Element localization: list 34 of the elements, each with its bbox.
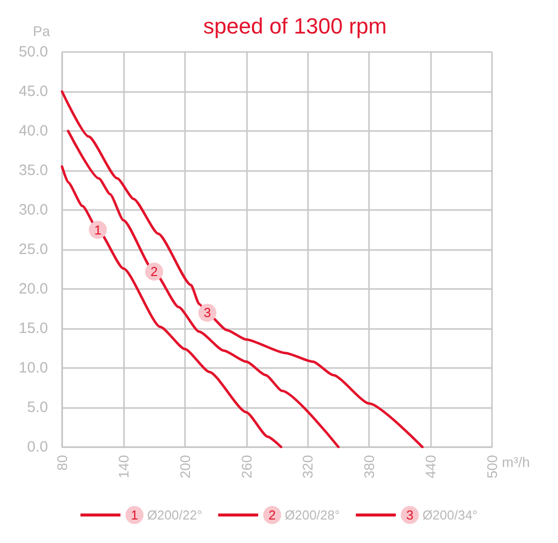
y-axis-title: Pa [32, 23, 50, 39]
line-series [60, 165, 282, 448]
y-tick-label: 45.0 [18, 83, 48, 100]
y-tick-label: 0.0 [27, 438, 48, 456]
y-tick-label: 10.0 [18, 360, 48, 376]
y-tick-label: 25.0 [18, 241, 48, 258]
legend-label: Ø200/28° [281, 508, 340, 522]
x-tick-label: 500 [484, 454, 500, 478]
text: 3 [406, 508, 414, 522]
legend-label: Ø200/22° [143, 508, 202, 522]
x-tick-label: 140 [115, 454, 132, 478]
annotation: 1 [94, 222, 102, 238]
annotation: 3 [204, 305, 211, 320]
y-tick-label: 35.0 [18, 162, 48, 179]
text: 2 [268, 508, 276, 522]
x-tick-label: 380 [361, 454, 378, 478]
x-tick-label: 440 [422, 454, 439, 478]
line-series [66, 130, 340, 448]
y-tick-label: 40.0 [18, 122, 48, 140]
chart-title: speed of 1300 rpm [203, 14, 387, 38]
y-tick-label: 30.0 [18, 202, 48, 218]
legend-label: Ø200/34° [418, 508, 478, 522]
x-axis-title: m³/h [502, 454, 530, 470]
x-tick-label: 260 [238, 454, 254, 478]
y-tick-label: 50.0 [18, 44, 48, 60]
x-tick-label: 320 [300, 454, 316, 478]
y-tick-label: 15.0 [18, 320, 48, 337]
text: 1 [130, 508, 138, 522]
x-tick-label: 200 [176, 454, 193, 478]
line-series [60, 90, 424, 448]
annotation: 2 [150, 264, 158, 280]
x-tick-label: 80 [54, 454, 70, 471]
y-tick-label: 5.0 [27, 399, 48, 416]
y-tick-label: 20.0 [18, 280, 48, 298]
